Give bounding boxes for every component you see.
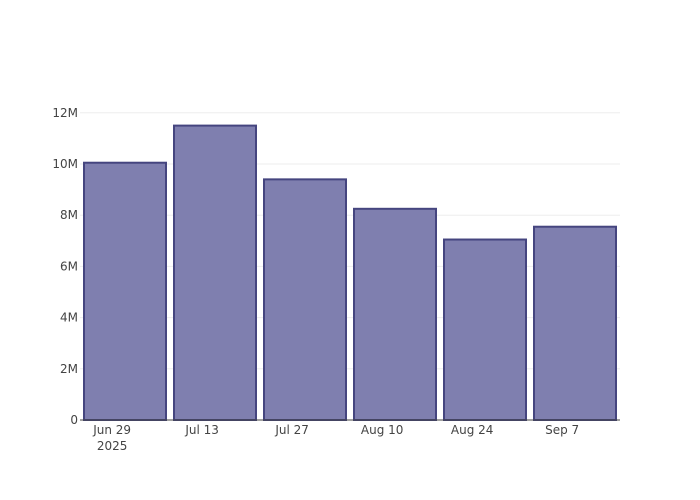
x-tick-label-line: Aug 10 (361, 423, 404, 437)
x-tick-label: Jul 13 (184, 423, 219, 437)
y-tick-label: 12M (52, 106, 78, 120)
x-axis-ticks: Jun 29 2025 Jul 13 Jul 27 Aug 10 Aug 24 Sep 7 (92, 423, 579, 453)
x-tick-label-line: Sep 7 (545, 423, 579, 437)
bar (173, 124, 257, 421)
bar (443, 238, 527, 421)
x-tick-label-line: Jul 13 (184, 423, 219, 437)
x-tick-label-line: Aug 24 (451, 423, 494, 437)
y-tick-label: 0 (70, 413, 78, 427)
grid-layer (80, 112, 620, 370)
y-tick-label: 8M (60, 208, 78, 222)
bars-layer (83, 124, 617, 421)
x-tick-label: Jul 27 (274, 423, 309, 437)
y-tick-label: 10M (52, 157, 78, 171)
x-tick-label: Jun 29 2025 (92, 423, 131, 453)
bar (263, 178, 347, 421)
y-axis-ticks: 0 2M 4M 6M 8M 10M 12M (52, 106, 78, 427)
x-tick-label: Aug 24 (451, 423, 494, 437)
y-tick-label: 2M (60, 362, 78, 376)
bar (83, 161, 167, 421)
y-tick-label: 6M (60, 259, 78, 273)
x-tick-label-line: Jul 27 (274, 423, 309, 437)
x-tick-label-line: Jun 29 (92, 423, 131, 437)
x-tick-label-line: 2025 (97, 439, 128, 453)
x-tick-label: Sep 7 (545, 423, 579, 437)
bar (353, 207, 437, 421)
bar (533, 225, 617, 421)
y-tick-label: 4M (60, 311, 78, 325)
x-tick-label: Aug 10 (361, 423, 404, 437)
